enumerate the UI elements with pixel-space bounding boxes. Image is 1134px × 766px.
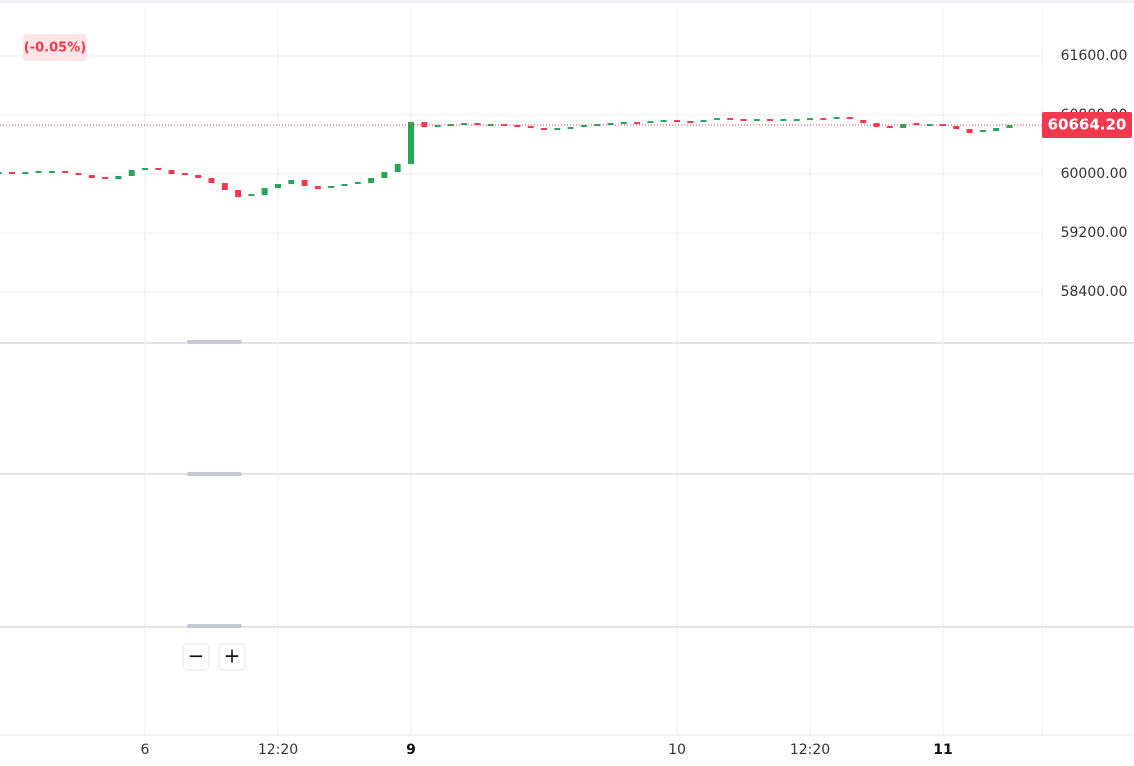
- candle: [168, 170, 175, 175]
- candle: [62, 171, 69, 174]
- candle: [487, 124, 494, 127]
- candle: [713, 118, 720, 121]
- candle: [660, 120, 667, 123]
- x-tick-label: 10: [668, 742, 686, 758]
- change-label: (-0.05%): [24, 41, 86, 56]
- candle: [261, 188, 268, 196]
- zoom-out-button[interactable]: [182, 643, 210, 671]
- candle: [22, 171, 29, 174]
- grid: [0, 8, 1042, 735]
- candle: [208, 178, 215, 184]
- candle: [541, 128, 547, 131]
- candle: [607, 123, 614, 126]
- pane-handle[interactable]: [187, 340, 242, 344]
- candle: [75, 172, 82, 176]
- candle: [1006, 125, 1013, 129]
- candle: [740, 119, 747, 122]
- candle: [115, 176, 122, 180]
- y-tick-label: 61600.00: [1061, 48, 1128, 64]
- candle: [368, 178, 375, 184]
- candle: [328, 186, 335, 189]
- candle: [314, 186, 321, 189]
- candle: [0, 171, 2, 174]
- x-tick-label: 12:20: [790, 742, 830, 758]
- candle: [275, 184, 281, 189]
- x-tick-label: 11: [933, 742, 952, 758]
- candle: [767, 119, 774, 122]
- change-badge: [23, 34, 87, 61]
- candle: [780, 119, 787, 122]
- candle: [48, 171, 55, 174]
- y-tick-label: 59200.00: [1061, 225, 1128, 241]
- candle: [142, 168, 148, 171]
- candle: [235, 190, 242, 198]
- candle: [634, 122, 641, 125]
- candle: [474, 123, 481, 126]
- zoom-out-label[interactable]: −: [188, 644, 205, 668]
- candles: [0, 117, 1013, 198]
- candle: [434, 125, 441, 128]
- candle: [354, 182, 361, 185]
- last-price-label: 60664.20: [1048, 116, 1127, 134]
- candle: [860, 120, 867, 124]
- candle: [102, 177, 109, 180]
- candle: [421, 122, 428, 128]
- candle: [687, 121, 694, 124]
- candle: [155, 168, 162, 171]
- candle: [408, 122, 414, 164]
- candle: [993, 128, 1000, 132]
- candle: [301, 179, 308, 187]
- candle: [900, 124, 907, 129]
- candle: [753, 119, 760, 122]
- candle: [926, 124, 933, 127]
- top-border: [0, 0, 1134, 3]
- y-tick-label: 60000.00: [1061, 166, 1128, 182]
- candle: [820, 118, 827, 121]
- candle: [700, 120, 707, 123]
- candle: [620, 122, 627, 125]
- candle: [846, 117, 853, 120]
- candle: [248, 194, 255, 197]
- candle: [527, 126, 534, 129]
- candle: [793, 119, 800, 122]
- candle: [221, 183, 228, 191]
- candle: [128, 170, 135, 177]
- candle: [807, 118, 813, 121]
- last-price-badge: [1042, 112, 1132, 139]
- candle: [394, 163, 401, 173]
- x-tick-label: 6: [141, 742, 150, 758]
- candle: [953, 126, 960, 130]
- candle: [966, 129, 973, 134]
- candle: [35, 171, 42, 174]
- candle: [88, 175, 95, 179]
- candle: [181, 173, 188, 176]
- candle: [288, 179, 295, 185]
- candle: [727, 118, 734, 121]
- candle: [979, 130, 986, 133]
- candle: [381, 172, 388, 179]
- candle: [341, 184, 348, 187]
- pane-handle[interactable]: [187, 624, 242, 628]
- candle: [195, 175, 202, 179]
- pane-handle[interactable]: [187, 472, 242, 476]
- candle: [554, 128, 561, 131]
- candle: [674, 120, 680, 123]
- candle: [514, 125, 521, 128]
- zoom-in-button[interactable]: [218, 643, 246, 671]
- candle: [833, 117, 840, 120]
- candle: [647, 121, 654, 124]
- candle: [9, 171, 15, 174]
- candle: [580, 125, 587, 128]
- zoom-in-label[interactable]: +: [224, 644, 241, 668]
- x-tick-label: 9: [406, 742, 416, 758]
- candle: [913, 123, 920, 126]
- x-tick-label: 12:20: [258, 742, 298, 758]
- y-tick-label: 58400.00: [1061, 284, 1128, 300]
- candle: [461, 123, 468, 126]
- candle: [886, 126, 893, 129]
- candle: [567, 127, 574, 130]
